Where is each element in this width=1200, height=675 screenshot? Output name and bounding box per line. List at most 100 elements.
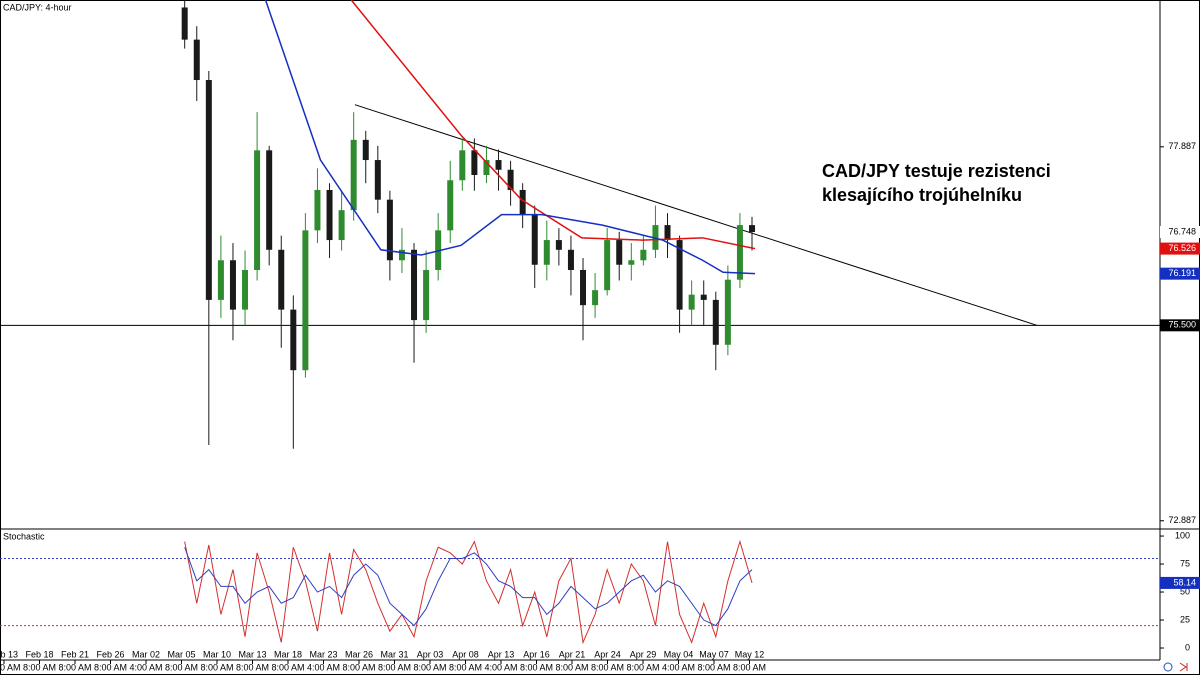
candle-body: [688, 294, 695, 310]
candle-body: [229, 260, 236, 310]
y-tick-label: 72.887: [1168, 515, 1196, 525]
moving-average: [264, 0, 756, 275]
candle-body: [555, 240, 562, 250]
x-tick-label: Apr 03: [417, 649, 444, 659]
y-tick-label: 0: [1185, 642, 1190, 652]
x-tick-label: Apr 13: [488, 649, 515, 659]
x-tick-label: 8:00 AM: [413, 662, 446, 672]
x-tick-label: Mar 23: [309, 649, 337, 659]
candle-body: [362, 139, 369, 161]
x-tick-label: 8:00 AM: [94, 662, 127, 672]
y-tick-label: 100: [1175, 530, 1190, 540]
candle-body: [181, 7, 188, 40]
icon: [1179, 662, 1188, 672]
candle-body: [712, 299, 719, 345]
moving-average: [350, 0, 756, 250]
x-tick-label: Apr 24: [594, 649, 621, 659]
annotation: CAD/JPY testuje rezistenci: [822, 161, 1051, 181]
candle-body: [447, 180, 454, 231]
price-tag-label: 58.14: [1173, 577, 1196, 587]
x-tick-label: 4:00 AM: [484, 662, 517, 672]
candle-body: [411, 249, 418, 321]
candle-body: [724, 279, 731, 345]
x-tick-label: 8:00 AM: [236, 662, 269, 672]
candle-body: [314, 189, 321, 231]
candle-body: [495, 160, 502, 170]
candle-body: [423, 269, 430, 321]
x-tick-label: Apr 08: [452, 649, 479, 659]
trendline: [354, 104, 1038, 326]
x-tick-label: 8:00 AM: [165, 662, 198, 672]
indicator-title: Stochastic: [3, 531, 45, 541]
candle-body: [531, 214, 538, 265]
x-tick-label: Feb 21: [61, 649, 89, 659]
x-tick-label: 8:00 AM: [591, 662, 624, 672]
candle-body: [205, 80, 212, 300]
y-tick-label: 75: [1180, 558, 1190, 568]
y-tick-label: 77.887: [1168, 141, 1196, 151]
stochastic-line: [184, 539, 753, 645]
price-tag: [1160, 576, 1200, 589]
x-tick-label: 8:00 AM: [626, 662, 659, 672]
candle-body: [471, 150, 478, 176]
x-tick-label: Apr 21: [559, 649, 586, 659]
x-tick-label: Mar 02: [132, 649, 160, 659]
candle-body: [616, 240, 623, 265]
price-tag-label: 75.500: [1168, 320, 1196, 330]
candle-body: [736, 225, 743, 280]
x-tick-label: 8:00 AM: [200, 662, 233, 672]
price-tag: [1160, 242, 1200, 255]
candle-body: [604, 240, 611, 291]
x-tick-label: May 04: [664, 649, 694, 659]
candle-body: [507, 169, 514, 190]
x-tick-label: 4:00 AM: [129, 662, 162, 672]
x-tick-label: 8:00 AM: [697, 662, 730, 672]
annotation: klesajícího trojúhelníku: [822, 185, 1022, 205]
price-tag: [1160, 267, 1200, 280]
candle-body: [640, 249, 647, 261]
candle-body: [290, 309, 297, 371]
x-tick-label: 8:00 AM: [555, 662, 588, 672]
candle-body: [217, 260, 224, 300]
x-tick-label: 8:00 AM: [378, 662, 411, 672]
x-tick-label: Mar 31: [380, 649, 408, 659]
x-tick-label: Mar 13: [238, 649, 266, 659]
stochastic-line: [184, 547, 753, 627]
x-tick-label: Mar 26: [345, 649, 373, 659]
candle-body: [338, 210, 345, 241]
x-tick-label: 8:00 AM: [520, 662, 553, 672]
x-tick-label: 8:00 AM: [58, 662, 91, 672]
candle-body: [483, 160, 490, 176]
candle-body: [350, 139, 357, 211]
candle-body: [652, 225, 659, 250]
x-tick-label: 8:00 AM: [271, 662, 304, 672]
x-tick-label: 8:00 AM: [733, 662, 766, 672]
candle-body: [193, 39, 200, 81]
candle-body: [386, 199, 393, 261]
candle-body: [302, 230, 309, 371]
x-tick-label: 4:00 AM: [307, 662, 340, 672]
x-tick-label: 8:00 AM: [449, 662, 482, 672]
candle-body: [459, 150, 466, 181]
y-tick-label: 50: [1180, 586, 1190, 596]
x-tick-label: Mar 10: [203, 649, 231, 659]
x-tick-label: 4:00 AM: [0, 662, 21, 672]
x-tick-label: May 07: [699, 649, 729, 659]
icon: [1163, 662, 1173, 672]
candle-body: [592, 290, 599, 306]
x-tick-label: May 12: [735, 649, 765, 659]
x-tick-label: 8:00 AM: [23, 662, 56, 672]
candle-body: [676, 240, 683, 310]
candle-body: [519, 189, 526, 215]
candle-body: [700, 294, 707, 300]
x-tick-label: Apr 29: [630, 649, 657, 659]
candle-body: [326, 189, 333, 241]
candle-body: [749, 225, 756, 232]
candle-body: [580, 269, 587, 306]
candle-body: [278, 249, 285, 310]
price-tag-label: 76.526: [1168, 243, 1196, 253]
x-tick-label: Mar 18: [274, 649, 302, 659]
price-tag-label: 76.748: [1168, 226, 1196, 236]
